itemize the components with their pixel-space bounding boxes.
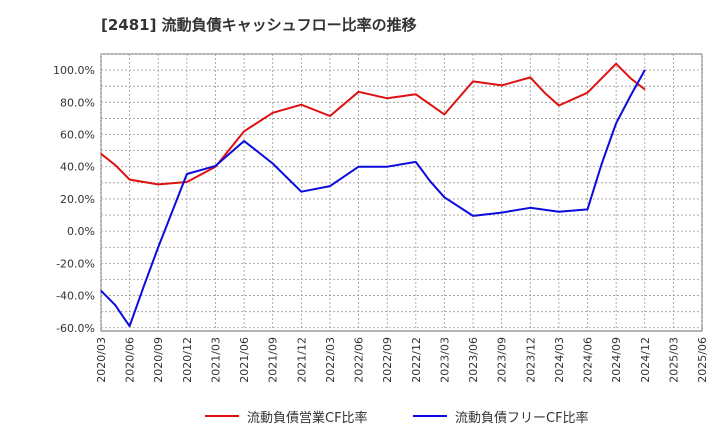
legend-swatch-free-cf	[413, 415, 447, 417]
legend-label-free-cf: 流動負債フリーCF比率	[455, 410, 589, 426]
x-tick-label: 2021/03	[209, 337, 222, 383]
x-tick-label: 2022/03	[324, 337, 337, 383]
legend: 流動負債営業CF比率 流動負債フリーCF比率	[0, 404, 720, 428]
series-1-point	[443, 113, 446, 115]
series-1-point	[186, 181, 188, 183]
series-2-point	[129, 325, 131, 327]
series-1-point	[529, 76, 531, 78]
x-tick-label: 2025/06	[696, 337, 709, 383]
series-2-point	[114, 304, 116, 306]
y-tick-label: -40.0%	[56, 290, 95, 303]
x-tick-label: 2024/06	[582, 337, 595, 383]
series-2-point	[615, 122, 617, 124]
series-2-point	[243, 140, 245, 142]
series-1-point	[129, 179, 131, 181]
series-2-point	[429, 180, 431, 182]
legend-item-operating-cf: 流動負債営業CF比率	[205, 404, 368, 428]
series-1-point	[644, 88, 646, 91]
series-2-point	[100, 290, 102, 292]
x-tick-label: 2021/06	[238, 337, 251, 383]
series-2-point	[601, 162, 603, 165]
x-tick-label: 2024/09	[610, 337, 623, 383]
x-tick-label: 2020/03	[95, 337, 108, 383]
y-tick-label: 40.0%	[60, 161, 95, 174]
series-2-point	[501, 212, 503, 214]
series-1-point	[114, 164, 116, 166]
x-tick-label: 2020/12	[181, 337, 194, 383]
series-2-point	[272, 162, 274, 165]
x-tick-label: 2023/03	[438, 337, 451, 383]
legend-swatch-operating-cf	[205, 415, 239, 417]
x-tick-label: 2022/12	[410, 337, 423, 383]
x-tick-label: 2023/06	[467, 337, 480, 383]
series-2-point	[415, 161, 417, 163]
y-tick-label: 60.0%	[60, 129, 95, 142]
series-1-point	[329, 115, 331, 117]
x-tick-label: 2023/12	[524, 337, 537, 383]
x-tick-label: 2020/06	[124, 337, 137, 383]
series-1-point	[357, 91, 360, 93]
series-1-point	[629, 77, 632, 79]
legend-label-operating-cf: 流動負債営業CF比率	[247, 410, 368, 426]
x-tick-label: 2022/09	[381, 337, 394, 383]
y-tick-label: 80.0%	[60, 96, 95, 109]
series-2-point	[386, 166, 388, 168]
y-tick-label: 0.0%	[67, 225, 95, 238]
series-2-point	[186, 173, 188, 175]
x-tick-label: 2025/03	[667, 337, 680, 383]
series-2-point	[644, 69, 646, 71]
chart-title: [2481] 流動負債キャッシュフロー比率の推移	[101, 16, 417, 34]
y-tick-label: -20.0%	[56, 257, 95, 270]
series-1-point	[100, 153, 102, 155]
series-1-point	[501, 84, 503, 87]
series-1-point	[586, 92, 589, 94]
series-2-point	[629, 95, 632, 97]
x-tick-label: 2021/09	[267, 337, 280, 383]
series-1-point	[415, 93, 417, 95]
series-2-point	[214, 165, 217, 167]
series-2-point	[529, 207, 531, 209]
series-1-point	[272, 112, 274, 114]
series-2-point	[329, 185, 331, 187]
x-tick-label: 2022/06	[353, 337, 366, 383]
series-1-point	[386, 97, 388, 99]
x-tick-label: 2020/09	[152, 337, 165, 383]
series-1-point	[615, 63, 617, 65]
y-tick-label: -60.0%	[56, 322, 95, 335]
series-1-point	[243, 130, 245, 132]
series-2-point	[586, 208, 589, 211]
series-1-point	[558, 104, 560, 107]
plot-area	[100, 53, 703, 332]
series-2-point	[300, 191, 302, 193]
series-2-point	[157, 246, 159, 248]
series-1-point	[472, 80, 474, 82]
x-tick-label: 2023/09	[496, 337, 509, 383]
legend-item-free-cf: 流動負債フリーCF比率	[413, 404, 589, 428]
series-2-point	[472, 215, 474, 217]
y-tick-label: 100.0%	[53, 64, 95, 77]
series-1-point	[543, 92, 546, 94]
y-tick-label: 20.0%	[60, 193, 95, 206]
series-1-point	[157, 183, 159, 186]
series-2-point	[357, 166, 360, 168]
series-2-point	[443, 196, 446, 198]
series-2-point	[143, 285, 145, 287]
x-tick-label: 2024/03	[553, 337, 566, 383]
x-tick-label: 2021/12	[295, 337, 308, 383]
series-2-point	[558, 211, 560, 213]
x-tick-label: 2024/12	[639, 337, 652, 383]
series-1-point	[300, 104, 302, 106]
